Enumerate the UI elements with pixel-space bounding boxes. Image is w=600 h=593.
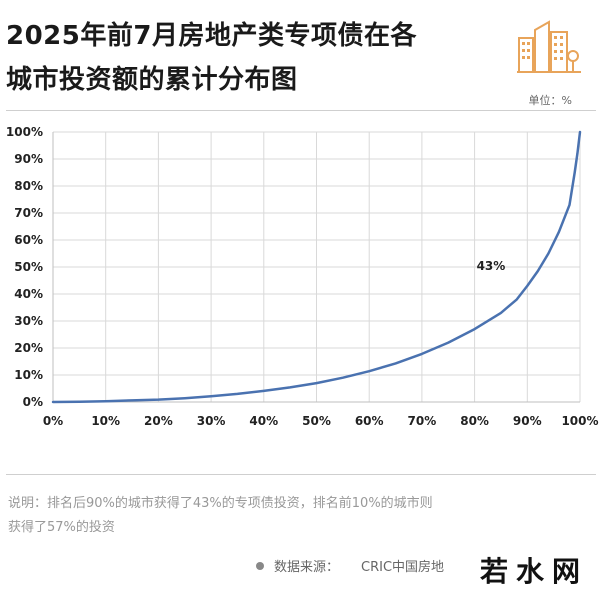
bottom-divider (6, 474, 596, 475)
source-label: 数据来源： (274, 560, 340, 575)
y-tick-label: 10% (14, 368, 43, 382)
series-line (51, 130, 582, 404)
data-source: 数据来源： CRIC中国房地 (256, 556, 444, 575)
x-tick-label: 90% (513, 414, 542, 428)
top-divider (6, 110, 596, 111)
x-tick-label: 100% (561, 414, 598, 428)
y-tick-label: 90% (14, 152, 43, 166)
x-tick-label: 30% (197, 414, 226, 428)
y-tick-label: 40% (14, 287, 43, 301)
y-tick-label: 0% (23, 395, 43, 409)
y-tick-label: 80% (14, 179, 43, 193)
source-value: CRIC中国房地 (361, 560, 445, 575)
chart-title: 2025年前7月房地产类专项债在各 城市投资额的累计分布图 (6, 14, 506, 102)
y-tick-label: 60% (14, 233, 43, 247)
x-tick-label: 70% (408, 414, 437, 428)
x-tick-label: 10% (91, 414, 120, 428)
title-line-2: 城市投资额的累计分布图 (6, 65, 298, 95)
chart-note: 说明：排名后90%的城市获得了43%的专项债投资，排名前10%的城市则 获得了5… (8, 492, 594, 540)
x-tick-label: 0% (43, 414, 63, 428)
x-tick-label: 60% (355, 414, 384, 428)
brand-logo: 若水网 (480, 555, 589, 588)
y-tick-label: 100% (6, 125, 43, 139)
bullet-icon (256, 561, 264, 570)
data-label: 43% (477, 259, 506, 273)
y-tick-label: 70% (14, 206, 43, 220)
title-line-1: 2025年前7月房地产类专项债在各 (6, 21, 417, 51)
y-tick-label: 20% (14, 341, 43, 355)
note-line-2: 获得了57%的投资 (8, 520, 115, 535)
cumulative-distribution-chart: 0% 10% 20% 30% 40% 50% 60% 70% 80% 90% 100% 0% 10% 20… (6, 125, 599, 428)
x-tick-label: 20% (144, 414, 173, 428)
y-tick-label: 30% (14, 314, 43, 328)
x-tick-label: 50% (302, 414, 331, 428)
x-tick-label: 40% (249, 414, 278, 428)
unit-label: 单位：% (528, 94, 572, 107)
building-icon (517, 20, 581, 73)
y-tick-label: 50% (14, 260, 43, 274)
x-tick-label: 80% (460, 414, 489, 428)
note-line-1: 说明：排名后90%的城市获得了43%的专项债投资，排名前10%的城市则 (8, 496, 433, 511)
